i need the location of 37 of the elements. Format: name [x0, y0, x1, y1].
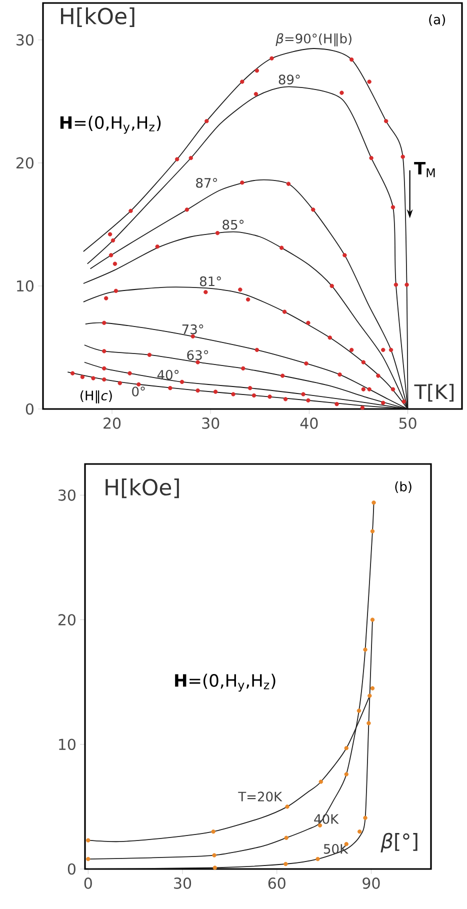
x-axis-title: β[°]: [380, 832, 418, 852]
y-tick-label: 20: [16, 157, 34, 169]
y-axis-title: H[kOe]: [106, 478, 179, 498]
y-tick-label: 0: [68, 863, 76, 875]
text: (a): [429, 14, 446, 26]
annotation: H=(0,H$_{y}$,H$_{z}$): [175, 674, 276, 692]
x-tick-label: 30: [202, 418, 220, 429]
series-label: 85°: [222, 220, 244, 230]
x-tick-label: 60: [268, 878, 286, 889]
series-label: 89°: [278, 74, 300, 84]
annotation: (H‖c): [80, 390, 112, 404]
series-label: 40°: [157, 370, 179, 380]
x-tick-label: 40: [300, 418, 318, 429]
y-tick-label: 10: [59, 738, 76, 750]
y-tick-label: 30: [58, 489, 76, 501]
text: (b): [395, 481, 412, 493]
x-tick-label: 30: [174, 878, 192, 889]
y-axis-title: H[kOe]: [61, 7, 134, 28]
y-tick-label: 0: [26, 403, 34, 415]
annotation: H=(0,H$_{y}$,H$_{z}$): [60, 116, 161, 134]
y-tick-label: 10: [17, 280, 34, 292]
series-label: 50K: [324, 844, 348, 854]
y-tick-label: 20: [58, 614, 76, 626]
x-tick-label: 20: [104, 418, 121, 429]
series-label: 0°: [132, 386, 145, 396]
series-label: β=90°(H‖b): [276, 33, 352, 46]
y-tick-label: 30: [16, 34, 34, 46]
series-label: 87°: [196, 178, 218, 188]
x-tick-label: 50: [399, 418, 416, 429]
annotation: T$_{M}$: [414, 162, 435, 178]
x-tick-label: 0: [84, 878, 92, 889]
series-label: T=20K: [238, 792, 282, 802]
series-label: 73°: [182, 324, 204, 334]
series-label: 63°: [187, 350, 208, 360]
x-axis-title: T[K]: [414, 384, 454, 402]
series-label: 81°: [200, 276, 221, 286]
x-tick-label: 90: [362, 878, 380, 889]
